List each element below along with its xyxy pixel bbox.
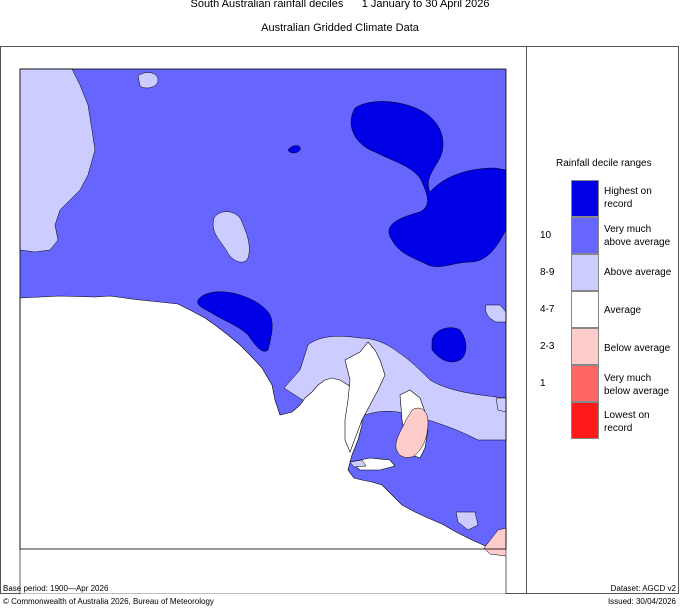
legend-item-below: 2-3 Below average	[528, 328, 678, 365]
legend-swatch	[571, 328, 599, 365]
legend-label: Below average	[604, 343, 671, 354]
legend-label: Lowest on record	[604, 410, 650, 434]
legend-label: Average	[604, 305, 642, 316]
region-above-average-lakes	[455, 511, 479, 531]
legend-label: Very much below average	[604, 373, 670, 397]
legend-range: 8-9	[540, 267, 555, 278]
legend-label: Above average	[604, 267, 672, 278]
copyright-notice: © Commonwealth of Australia 2026, Bureau…	[3, 597, 214, 606]
legend-item-very-much-above: 10 Very much above average	[528, 217, 678, 254]
legend-range: 10	[540, 230, 552, 241]
region-above-average-central	[212, 211, 250, 263]
legend-title: Rainfall decile ranges	[556, 158, 652, 169]
region-highest-small-north	[287, 145, 301, 154]
issued-date: Issued: 30/04/2026	[607, 597, 676, 606]
legend-label: Highest on record	[604, 186, 652, 210]
region-below-average	[395, 407, 429, 458]
legend-divider	[526, 46, 527, 594]
legend-label: Very much above average	[604, 224, 671, 248]
region-average-coast	[19, 295, 507, 594]
legend-range: 4-7	[540, 304, 555, 315]
region-highest-on-record-central	[197, 291, 273, 352]
map-title: South Australian rainfall deciles 1 Janu…	[190, 0, 490, 10]
legend-swatch	[571, 217, 599, 254]
map-border	[19, 68, 507, 550]
legend-range: 1	[540, 378, 546, 389]
legend-item-above: 8-9 Above average	[528, 254, 678, 291]
legend-swatch	[571, 254, 599, 291]
rainfall-map	[19, 68, 507, 594]
gulf-water-spencer	[344, 341, 386, 453]
map-subtitle: Australian Gridded Climate Data	[261, 22, 419, 34]
region-highest-on-record-northeast	[350, 101, 507, 267]
region-highest-on-record-east	[431, 327, 467, 363]
legend-item-very-much-below: 1 Very much below average	[528, 365, 678, 402]
legend-item-average: 4-7 Average	[528, 291, 678, 328]
legend-item-highest: Highest on record	[528, 180, 678, 217]
legend-swatch	[571, 402, 599, 439]
region-above-average-kangaroo-island	[349, 459, 367, 468]
legend-item-lowest: Lowest on record	[528, 402, 678, 439]
legend-swatch	[571, 180, 599, 217]
base-period: Base period: 1900—Apr 2026	[3, 584, 109, 593]
region-above-average-northwest	[19, 68, 96, 253]
legend-range: 2-3	[540, 341, 555, 352]
legend-swatch	[571, 365, 599, 402]
region-above-average-north-patch	[137, 72, 159, 89]
legend-swatch	[571, 291, 599, 328]
dataset-label: Dataset: AGCD v2	[610, 584, 676, 593]
